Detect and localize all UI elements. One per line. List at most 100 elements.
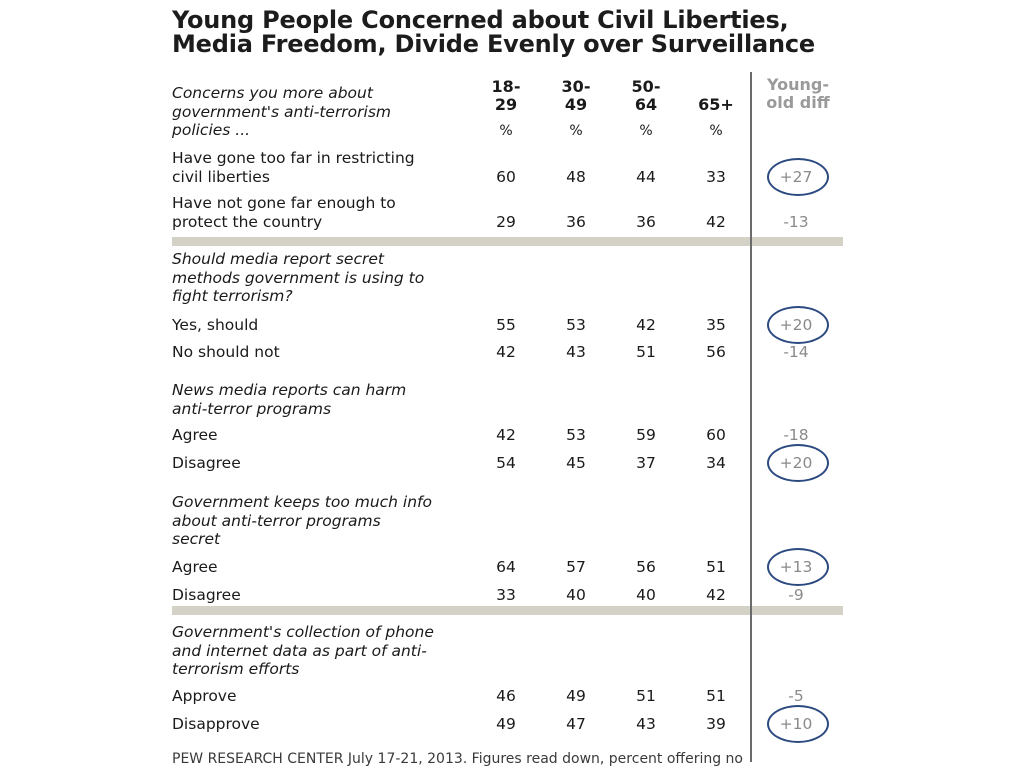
column-header-line1: 30- [561, 77, 591, 96]
diff-cell: -5 [788, 687, 804, 705]
value-cell: 42 [636, 316, 656, 334]
question-text-line: secret [172, 530, 221, 548]
value-cell: 36 [636, 213, 656, 231]
value-cell: 42 [706, 586, 726, 604]
highlight-circle [767, 705, 829, 743]
answer-label-line: protect the country [172, 212, 323, 231]
value-cell: 42 [496, 426, 516, 444]
value-cell: 40 [636, 586, 656, 604]
value-cell: 36 [566, 213, 586, 231]
answer-label-line: No should not [172, 343, 280, 361]
value-cell: 33 [706, 168, 726, 186]
question-text-line: fight terrorism? [172, 287, 293, 305]
value-cell: 42 [706, 213, 726, 231]
highlight-circle [767, 548, 829, 586]
question-text-line: methods government is using to [172, 268, 425, 287]
column-header: 65+ [690, 78, 742, 114]
value-cell: 51 [636, 687, 656, 705]
value-cell: 45 [566, 454, 586, 472]
value-cell: 42 [496, 343, 516, 361]
title-line-2: Media Freedom, Divide Evenly over Survei… [172, 30, 815, 58]
diff-header: Young-old diff [752, 76, 844, 112]
value-cell: 43 [636, 715, 656, 733]
question-text-line: Government's collection of phone [172, 623, 434, 641]
column-header-line2: 49 [564, 95, 588, 114]
diff-header-line2: old diff [766, 93, 830, 112]
diff-cell: -13 [783, 213, 809, 231]
highlight-circle [767, 444, 829, 482]
source-note: PEW RESEARCH CENTER July 17-21, 2013. Fi… [172, 751, 743, 767]
answer-label-line: Disagree [172, 454, 241, 472]
value-cell: 57 [566, 558, 586, 576]
column-header: 30- 49 [550, 78, 602, 114]
value-cell: 43 [566, 343, 586, 361]
value-cell: 49 [496, 715, 516, 733]
value-cell: 40 [566, 586, 586, 604]
value-cell: 51 [636, 343, 656, 361]
title-line-1: Young People Concerned about Civil Liber… [172, 6, 789, 34]
answer-label-line: Agree [172, 426, 218, 444]
column-header-line2: 29 [494, 95, 518, 114]
question-text-line: Concerns you more about [172, 84, 373, 102]
question-text-line: Should media report secret [172, 250, 384, 268]
chart-title: Young People Concerned about Civil Liber… [172, 8, 872, 56]
question-text-line: policies ... [172, 121, 251, 139]
percent-unit: % [639, 123, 653, 139]
answer-label-line: Agree [172, 558, 218, 576]
question-text-line: Government keeps too much info [172, 493, 432, 511]
value-cell: 48 [566, 168, 586, 186]
column-header-line2: 64 [634, 95, 658, 114]
value-cell: 54 [496, 454, 516, 472]
answer-label-line: Disagree [172, 586, 241, 604]
value-cell: 51 [706, 558, 726, 576]
diff-cell: -9 [788, 586, 804, 604]
value-cell: 60 [706, 426, 726, 444]
value-cell: 56 [706, 343, 726, 361]
diff-column-rule [750, 72, 752, 762]
column-header-line1 [690, 78, 742, 96]
value-cell: 37 [636, 454, 656, 472]
diff-cell: -14 [783, 343, 809, 361]
percent-unit: % [709, 123, 723, 139]
question-text-line: terrorism efforts [172, 660, 300, 678]
question-text-line: and internet data as part of anti- [172, 641, 427, 660]
answer-label-line: Have gone too far in restricting [172, 149, 415, 167]
value-cell: 44 [636, 168, 656, 186]
value-cell: 39 [706, 715, 726, 733]
value-cell: 56 [636, 558, 656, 576]
value-cell: 53 [566, 426, 586, 444]
answer-label-line: civil liberties [172, 167, 270, 186]
question-text-line: government's anti-terrorism [172, 102, 392, 121]
value-cell: 34 [706, 454, 726, 472]
answer-label-line: Yes, should [172, 316, 259, 334]
answer-label-line: Have not gone far enough to [172, 194, 396, 212]
question-text-line: about anti-terror programs [172, 511, 381, 530]
value-cell: 46 [496, 687, 516, 705]
value-cell: 53 [566, 316, 586, 334]
diff-cell: -18 [783, 426, 809, 444]
highlight-circle [767, 158, 829, 196]
value-cell: 64 [496, 558, 516, 576]
column-header-line1: 18- [491, 77, 521, 96]
question-text-line: anti-terror programs [172, 399, 332, 418]
answer-label-line: Disapprove [172, 715, 260, 733]
percent-unit: % [499, 123, 513, 139]
value-cell: 29 [496, 213, 516, 231]
value-cell: 59 [636, 426, 656, 444]
column-header-line2: 65+ [698, 95, 734, 114]
value-cell: 35 [706, 316, 726, 334]
question-text-line: News media reports can harm [172, 381, 407, 399]
value-cell: 55 [496, 316, 516, 334]
column-header: 50- 64 [620, 78, 672, 114]
value-cell: 33 [496, 586, 516, 604]
highlight-circle [767, 306, 829, 344]
diff-header-line1: Young- [767, 75, 829, 94]
column-header: 18- 29 [480, 78, 532, 114]
answer-label-line: Approve [172, 687, 237, 705]
value-cell: 47 [566, 715, 586, 733]
percent-unit: % [569, 123, 583, 139]
value-cell: 51 [706, 687, 726, 705]
section-divider-band [172, 237, 843, 246]
column-header-line1: 50- [631, 77, 661, 96]
section-divider-band [172, 606, 843, 615]
